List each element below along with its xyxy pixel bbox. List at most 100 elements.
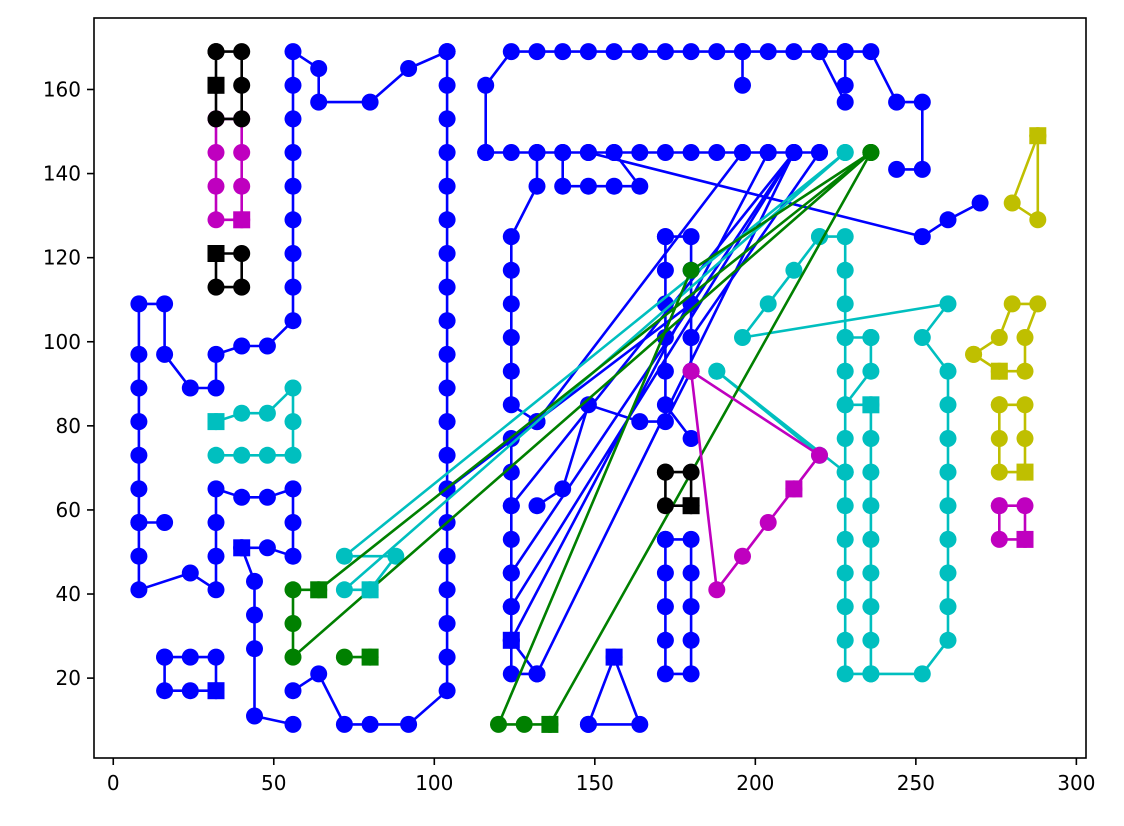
data-point bbox=[862, 564, 880, 582]
data-point bbox=[438, 379, 456, 397]
data-point bbox=[207, 514, 225, 531]
square-marker bbox=[207, 245, 225, 262]
data-point bbox=[130, 413, 148, 431]
data-point bbox=[656, 631, 674, 649]
data-point bbox=[862, 665, 880, 683]
series-30 bbox=[284, 144, 880, 733]
data-point bbox=[708, 43, 726, 61]
data-point bbox=[811, 144, 828, 161]
x-tick-label: 100 bbox=[415, 771, 453, 795]
data-point bbox=[438, 177, 456, 195]
data-point bbox=[502, 530, 520, 548]
data-point bbox=[181, 379, 199, 397]
data-point bbox=[258, 539, 276, 557]
data-point bbox=[438, 345, 456, 363]
data-point bbox=[656, 598, 674, 616]
y-tick-label: 160 bbox=[43, 77, 81, 101]
data-point bbox=[284, 144, 302, 161]
data-point bbox=[836, 329, 854, 346]
data-point bbox=[682, 228, 700, 246]
data-point bbox=[939, 598, 957, 616]
data-point bbox=[502, 362, 520, 380]
data-point bbox=[156, 648, 174, 666]
data-point bbox=[939, 362, 957, 380]
data-point bbox=[284, 110, 302, 128]
data-point bbox=[656, 564, 674, 582]
data-point bbox=[862, 362, 880, 380]
data-point bbox=[502, 396, 520, 414]
data-point bbox=[1003, 194, 1021, 212]
data-point bbox=[939, 631, 957, 649]
data-point bbox=[477, 76, 495, 94]
data-point bbox=[156, 295, 174, 313]
data-point bbox=[836, 430, 854, 447]
square-marker bbox=[862, 396, 880, 414]
data-point bbox=[1016, 430, 1034, 447]
data-point bbox=[438, 245, 456, 262]
data-point bbox=[207, 144, 225, 161]
data-point bbox=[656, 497, 674, 515]
data-point bbox=[990, 497, 1008, 515]
series-line bbox=[1010, 135, 1040, 222]
data-point bbox=[554, 43, 572, 61]
data-point bbox=[656, 362, 674, 380]
series-line bbox=[588, 151, 981, 238]
data-point bbox=[528, 497, 546, 515]
data-point bbox=[990, 396, 1008, 414]
data-point bbox=[554, 144, 572, 161]
data-point bbox=[490, 715, 507, 733]
data-point bbox=[836, 564, 854, 582]
data-point bbox=[438, 211, 456, 229]
data-point bbox=[605, 177, 623, 195]
data-point bbox=[862, 43, 880, 61]
data-point bbox=[284, 245, 302, 262]
data-point bbox=[284, 648, 302, 666]
square-markers bbox=[207, 76, 1047, 733]
data-point bbox=[682, 43, 700, 61]
data-point bbox=[246, 606, 263, 624]
data-point bbox=[631, 43, 649, 61]
data-point bbox=[631, 177, 649, 195]
data-point bbox=[258, 337, 276, 355]
data-point bbox=[836, 362, 854, 380]
data-point bbox=[438, 76, 456, 94]
data-point bbox=[939, 430, 957, 447]
data-point bbox=[207, 278, 225, 296]
data-point bbox=[656, 228, 674, 246]
data-point bbox=[759, 295, 777, 313]
data-point bbox=[631, 144, 649, 161]
data-point bbox=[836, 598, 854, 616]
data-point bbox=[284, 514, 302, 531]
data-point bbox=[502, 261, 520, 279]
square-marker bbox=[990, 362, 1008, 380]
data-point bbox=[811, 43, 828, 61]
x-tick-label: 200 bbox=[736, 771, 774, 795]
data-point bbox=[579, 715, 597, 733]
data-point bbox=[888, 93, 906, 111]
data-point bbox=[130, 581, 148, 599]
data-point bbox=[284, 43, 302, 61]
data-point bbox=[682, 463, 700, 481]
data-point bbox=[477, 144, 495, 161]
data-point bbox=[130, 345, 148, 363]
data-point bbox=[233, 278, 251, 296]
data-point bbox=[990, 430, 1008, 447]
data-point bbox=[734, 144, 751, 161]
data-point bbox=[862, 598, 880, 616]
data-point bbox=[759, 43, 777, 61]
data-point bbox=[233, 245, 251, 262]
data-point bbox=[438, 413, 456, 431]
y-tick-label: 60 bbox=[56, 498, 81, 522]
data-point bbox=[207, 110, 225, 128]
data-point bbox=[656, 665, 674, 683]
data-point bbox=[836, 228, 854, 246]
data-point bbox=[233, 446, 251, 464]
data-point bbox=[130, 295, 148, 313]
data-point bbox=[554, 177, 572, 195]
data-point bbox=[438, 581, 456, 599]
data-point bbox=[656, 261, 674, 279]
data-point bbox=[528, 144, 546, 161]
data-point bbox=[400, 60, 418, 77]
x-tick-label: 150 bbox=[576, 771, 614, 795]
data-point bbox=[913, 665, 931, 683]
